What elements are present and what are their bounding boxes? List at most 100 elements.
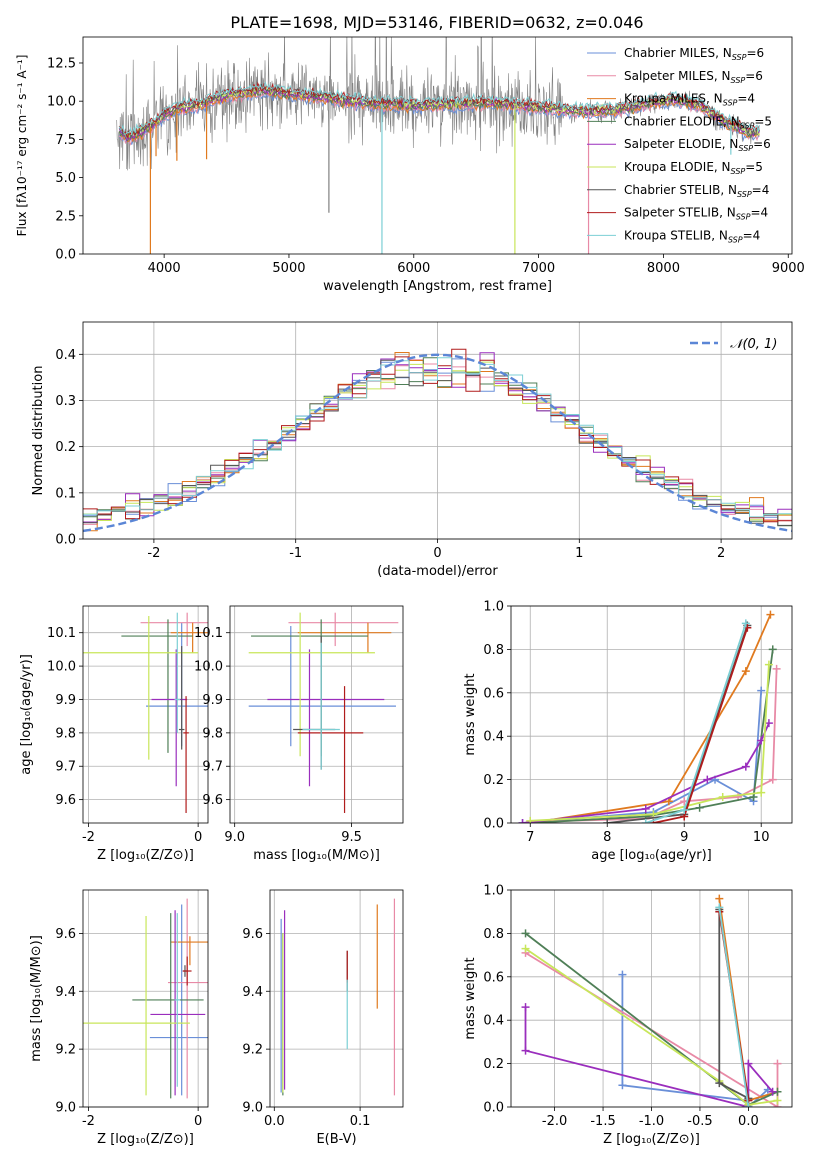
- weight-point-salpeter-miles: [768, 775, 777, 784]
- weight-point-chabrier-stelib: [603, 819, 612, 823]
- y-tick-label: 0.0: [483, 1101, 504, 1116]
- spectrum-legend: Chabrier MILES, NSSP=6 Salpeter MILES, N S…: [587, 46, 772, 244]
- y-tick-label: 9.6: [55, 793, 76, 808]
- x-tick-label: -2.0: [542, 1114, 567, 1129]
- y-tick-label: 0.6: [483, 970, 504, 985]
- y-tick-label: 9.9: [55, 693, 76, 708]
- x-tick-label: 6000: [397, 261, 430, 276]
- weight-point-salpeter-elodie: [518, 819, 527, 823]
- legend-entry-kroupa-miles: Kroupa MILES, NSSP=4: [624, 92, 755, 108]
- legend-entry-normal: 𝒩(0, 1): [730, 337, 777, 352]
- x-tick-label: -1.5: [590, 1114, 615, 1129]
- y-tick-label: 0.8: [483, 927, 504, 942]
- panel-mass_vs_ebv: 0.0 0.1 9.0 9.2 9.4 9.6 E(B-V): [242, 889, 404, 1147]
- legend-entry-count: =4: [752, 183, 770, 197]
- y-tick-label: 2.5: [55, 209, 76, 224]
- weight-point-salpeter-elodie: [768, 1087, 777, 1096]
- figure-title: PLATE=1698, MJD=53146, FIBERID=0632, z=0…: [230, 13, 643, 32]
- legend-entry-label: Salpeter STELIB, N: [624, 206, 736, 220]
- y-tick-label: 9.9: [202, 693, 223, 708]
- panel-weight_vs_age: 7 8 9 10 0.0 0.2 0.4 0.6 0.8 1.0 age [log₁₀(age/yr…: [463, 600, 793, 863]
- plot-area: [83, 348, 792, 533]
- plot-area: [518, 610, 781, 823]
- x-tick-label: -1.0: [639, 1114, 664, 1129]
- legend-entry-count: =4: [737, 92, 755, 106]
- legend-entry-subscript: SSP: [740, 121, 755, 130]
- panel-spectrum: 4000 5000 6000 7000 8000 9000 0.0 2.5 5.0 7.5 10.0…: [15, 36, 805, 294]
- legend-entry-count: =4: [750, 206, 768, 220]
- x-tick-label: -2: [82, 830, 95, 845]
- weight-point-salpeter-elodie: [521, 1046, 530, 1055]
- weight-point-salpeter-elodie: [641, 804, 650, 813]
- weight-point-salpeter-elodie: [744, 1059, 753, 1068]
- y-tick-label: 9.6: [55, 927, 76, 942]
- weight-line-salpeter-miles: [525, 952, 779, 1107]
- legend-entry-chabrier-miles: Chabrier MILES, NSSP=6: [624, 46, 764, 62]
- plot-area: [83, 612, 208, 813]
- weight-point-chabrier-elodie: [695, 803, 704, 812]
- x-tick-label: 0: [194, 1114, 202, 1129]
- weight-point-kroupa-stelib: [744, 1103, 753, 1107]
- panels: 4000 5000 6000 7000 8000 90000.02.55.07.510.0…: [15, 36, 805, 1147]
- plot-area: [83, 898, 208, 1099]
- y-tick-label: 0.3: [55, 394, 76, 409]
- plot-area: [116, 37, 760, 254]
- weight-point-kroupa-stelib: [641, 819, 650, 823]
- weight-point-salpeter-elodie: [521, 1003, 530, 1012]
- axes-frame: [229, 605, 404, 824]
- plot-area: [521, 894, 782, 1107]
- weight-point-kroupa-stelib: [715, 903, 724, 912]
- x-axis-label: mass [log₁₀(M/M⊙)]: [253, 848, 380, 863]
- weight-point-kroupa-miles: [741, 667, 750, 676]
- weight-point-kroupa-stelib: [680, 805, 689, 814]
- x-tick-label: 0.0: [264, 1114, 285, 1129]
- weight-point-salpeter-miles: [773, 1059, 782, 1068]
- x-tick-label: 9: [680, 830, 688, 845]
- legend-entry-subscript: SSP: [723, 99, 738, 108]
- panel-weight_vs_Z: -2.0 -1.5 -1.0 -0.5 0.0 0.0 0.2 0.4 0.6 0.8 1.0 Z […: [463, 884, 793, 1147]
- x-tick-label: 2: [717, 546, 725, 561]
- x-axis-label: E(B-V): [316, 1132, 356, 1147]
- y-tick-label: 0.2: [55, 440, 76, 455]
- weight-point-chabrier-miles: [618, 970, 627, 979]
- legend-entry-count: =6: [745, 69, 763, 83]
- model-line-kroupa-stelib: [118, 81, 760, 136]
- legend-entry-count: =5: [754, 114, 772, 128]
- y-tick-label: 10.1: [194, 626, 223, 641]
- weight-point-kroupa-elodie: [718, 792, 727, 801]
- x-tick-label: 8000: [647, 261, 680, 276]
- y-axis-label: age [log₁₀(age/yr)]: [19, 654, 34, 775]
- x-axis-label: Z [log₁₀(Z/Z⊙)]: [603, 1132, 700, 1147]
- weight-point-salpeter-miles: [772, 664, 781, 673]
- panel-residuals: -2 -1 0 1 2 0.0 0.1 0.2 0.3 0.4 (data-model)/error…: [31, 321, 793, 579]
- legend-entry-subscript: SSP: [731, 167, 746, 176]
- panel-age_vs_Z: -2 0 9.6 9.7 9.8 9.9 10.0 10.1 Z [log₁₀(Z/Z⊙)] ag…: [19, 605, 209, 863]
- axes-frame: [510, 605, 793, 824]
- axes-frame: [82, 605, 209, 824]
- y-tick-label: 9.8: [55, 726, 76, 741]
- y-tick-label: 10.1: [47, 626, 76, 641]
- y-tick-label: 9.4: [55, 985, 76, 1000]
- legend-entry-subscript: SSP: [738, 144, 753, 153]
- y-tick-label: 9.2: [242, 1043, 263, 1058]
- y-tick-label: 0.4: [483, 1014, 504, 1029]
- weight-point-kroupa-elodie: [757, 788, 766, 797]
- legend-entry-subscript: SSP: [728, 235, 743, 244]
- legend-entry-chabrier-elodie: Chabrier ELODIE, NSSP=5: [624, 114, 772, 130]
- weight-line-kroupa-elodie: [524, 947, 778, 1106]
- x-tick-label: -2: [82, 1114, 95, 1129]
- y-tick-label: 0.2: [483, 773, 504, 788]
- legend-entry-count: =4: [743, 228, 761, 242]
- y-axis-label: Flux [fλ10⁻¹⁷ erg cm⁻² s⁻¹ A⁻¹]: [15, 55, 29, 237]
- weight-point-chabrier-miles: [618, 1081, 627, 1090]
- x-tick-label: 9000: [772, 261, 805, 276]
- x-axis-label: Z [log₁₀(Z/Z⊙)]: [97, 1132, 194, 1147]
- legend-entry-count: =6: [746, 46, 764, 60]
- legend-entry-label: Salpeter MILES, N: [624, 69, 731, 83]
- weight-point-chabrier-elodie: [768, 645, 777, 654]
- x-tick-label: -1: [289, 546, 302, 561]
- weight-point-salpeter-elodie: [703, 775, 712, 784]
- normal-reference-curve: [83, 353, 792, 533]
